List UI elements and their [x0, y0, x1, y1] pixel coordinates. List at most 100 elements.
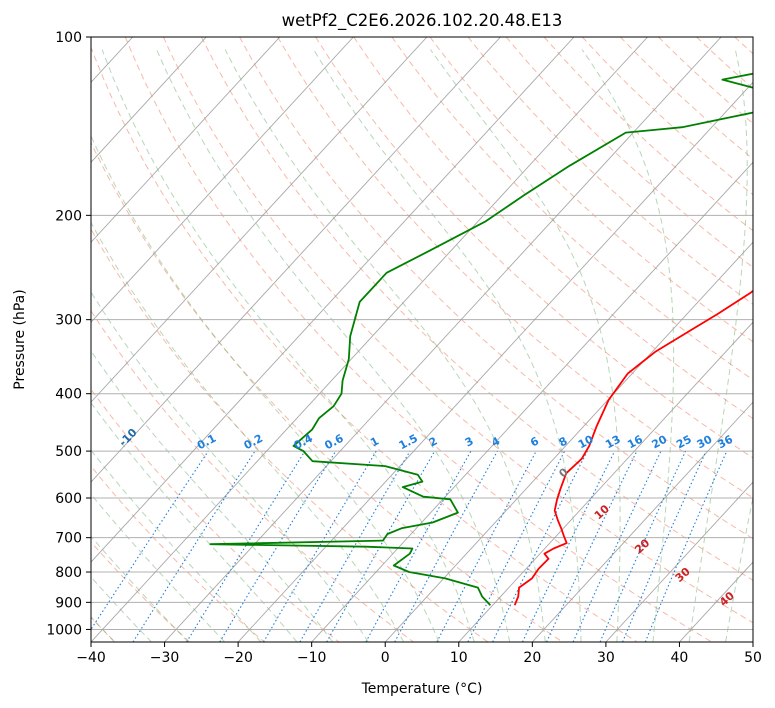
x-tick-label: −20 [223, 650, 253, 666]
mixing-ratio-label: 10 [576, 433, 596, 452]
dry-adiabat [162, 37, 753, 624]
mixing-ratio-line [394, 450, 498, 642]
dry-adiabat [429, 37, 753, 343]
mixing-ratio-label: 16 [625, 433, 645, 452]
mixing-ratio-line [521, 450, 616, 642]
y-tick-label: 600 [55, 491, 82, 507]
mixing-ratio-line [644, 450, 728, 642]
y-axis-label: Pressure (hPa) [12, 289, 28, 389]
moist-adiabat [91, 449, 262, 642]
isotherm-line [384, 241, 753, 642]
mixing-ratio-line [365, 450, 472, 642]
dry-adiabat [201, 37, 753, 581]
isotherm-line [237, 81, 753, 642]
moist-adiabat [91, 134, 440, 642]
x-tick-label: 40 [671, 650, 689, 666]
mixing-ratio-label: 0.2 [242, 432, 265, 453]
dry-adiabat [315, 37, 753, 459]
mixing-ratio-label: 13 [603, 433, 623, 452]
dry-adiabat [581, 37, 753, 196]
dry-adiabat [239, 37, 753, 540]
dry-adiabat [696, 37, 753, 90]
isotherm-line [91, 37, 207, 163]
isotherm-line [91, 37, 428, 403]
mixing-ratio-label: 3 [463, 434, 476, 449]
plot-area: 0.10.20.40.611.52346810131620253036-100-… [0, 37, 753, 642]
y-tick-label: 700 [55, 531, 82, 547]
moist-adiabat [91, 221, 405, 642]
moist-adiabat [429, 49, 621, 642]
x-tick-label: −30 [150, 650, 180, 666]
isotherm-line [91, 37, 281, 243]
isotherm-line [164, 37, 722, 642]
dry-adiabat [277, 37, 753, 499]
plot-frame [90, 36, 754, 643]
isotherm-line [752, 641, 753, 642]
mixing-ratio-label: 25 [674, 433, 694, 452]
moist-adiabat-label: 10 [592, 502, 612, 522]
isotherm-line [91, 37, 648, 642]
y-tick-label: 800 [55, 565, 82, 581]
mixing-ratio-label: 1.5 [397, 432, 420, 453]
isotherm-line [679, 561, 753, 642]
isotherm-line [311, 161, 753, 642]
moist-adiabat-label: 20 [632, 536, 652, 556]
dry-adiabat [91, 388, 340, 642]
mixing-ratio-line [326, 450, 436, 642]
mixing-ratio-line [599, 450, 687, 642]
mixing-ratio-label: 0.1 [195, 432, 218, 453]
isotherm-line [91, 37, 575, 563]
moist-adiabat [91, 402, 298, 642]
moist-adiabat [156, 49, 511, 642]
mixing-ratio-label: 30 [695, 433, 715, 452]
x-tick-label: −10 [297, 650, 327, 666]
moist-adiabat [725, 495, 753, 642]
x-tick-label: 50 [744, 650, 762, 666]
mixing-ratio-line [622, 450, 707, 642]
y-tick-label: 100 [55, 30, 82, 46]
isotherm-line [0, 37, 59, 642]
isotherm-line [91, 37, 354, 323]
mixing-ratio-line [91, 450, 209, 631]
mixing-ratio-label: 20 [650, 433, 670, 452]
mixing-ratio-label: 8 [557, 434, 570, 449]
moist-adiabat [313, 49, 582, 642]
mixing-ratio-label: 6 [528, 434, 541, 449]
dry-adiabat [734, 37, 753, 55]
x-tick-label: 30 [597, 650, 615, 666]
isotherm-line [458, 321, 753, 642]
moist-adiabat-label: 0 [556, 465, 571, 480]
dry-adiabat [91, 309, 414, 642]
dry-adiabat [353, 37, 753, 420]
dry-adiabat [91, 45, 638, 642]
x-tick-label: 0 [381, 650, 390, 666]
mixing-ratio-line [186, 450, 306, 642]
y-tick-label: 900 [55, 595, 82, 611]
y-tick-label: 300 [55, 313, 82, 329]
moist-adiabat [688, 49, 748, 642]
dry-adiabat [467, 37, 753, 305]
moist-adiabat [224, 49, 546, 642]
dewpoint-profile-line [209, 72, 753, 606]
x-tick-label: −40 [76, 650, 106, 666]
moist-adiabat [91, 535, 189, 642]
isotherm-line [91, 37, 501, 483]
moist-adiabat [91, 291, 369, 642]
y-tick-label: 200 [55, 208, 82, 224]
mixing-ratio-line [132, 450, 256, 642]
mixing-ratio-line [436, 450, 537, 642]
dry-adiabat [124, 37, 713, 642]
mixing-ratio-label: 2 [427, 434, 440, 449]
dry-adiabat [91, 465, 265, 642]
y-tick-label: 1000 [46, 622, 82, 638]
mixing-ratio-line [492, 450, 588, 642]
isotherm-line [532, 401, 753, 642]
isotherm-line [605, 481, 753, 642]
x-axis-label: Temperature (°C) [361, 681, 483, 697]
mixing-ratio-label: 36 [715, 433, 735, 452]
dry-adiabat [391, 37, 753, 381]
mixing-ratio-label: 0.4 [292, 432, 316, 453]
dry-adiabat-label: -20 [27, 383, 50, 406]
